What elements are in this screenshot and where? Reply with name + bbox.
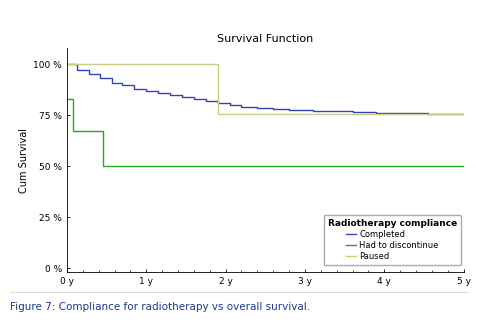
Completed xyxy=(286,108,292,112)
Completed xyxy=(120,82,125,86)
Completed xyxy=(75,68,80,72)
Paused xyxy=(215,62,220,66)
Completed xyxy=(203,99,208,103)
Completed xyxy=(310,108,316,112)
Title: Survival Function: Survival Function xyxy=(217,34,314,44)
Had to discontinue xyxy=(100,164,106,168)
Completed xyxy=(98,72,103,76)
Had to discontinue xyxy=(461,164,467,168)
Had to discontinue xyxy=(70,129,76,133)
Had to discontinue xyxy=(131,164,137,168)
Completed xyxy=(143,87,149,91)
Paused xyxy=(64,62,70,66)
Completed xyxy=(120,81,125,84)
Completed xyxy=(109,81,115,84)
Text: Figure 7: Compliance for radiotherapy vs overall survival.: Figure 7: Compliance for radiotherapy vs… xyxy=(10,302,310,312)
Completed xyxy=(131,87,137,91)
Paused xyxy=(461,112,467,116)
Completed xyxy=(425,111,431,115)
Completed xyxy=(86,68,92,72)
Completed xyxy=(179,93,185,97)
Completed xyxy=(239,105,244,109)
Completed xyxy=(191,95,197,99)
Line: Had to discontinue: Had to discontinue xyxy=(67,99,464,166)
Had to discontinue xyxy=(64,97,70,101)
Completed xyxy=(227,103,232,107)
Line: Completed: Completed xyxy=(67,64,464,114)
Line: Paused: Paused xyxy=(67,64,464,114)
Completed xyxy=(191,97,197,101)
Completed xyxy=(131,82,137,86)
Completed xyxy=(86,72,92,76)
Completed xyxy=(203,97,208,101)
Completed xyxy=(254,106,260,110)
Completed xyxy=(143,89,149,93)
Completed xyxy=(405,111,411,115)
Had to discontinue xyxy=(70,97,76,101)
Completed xyxy=(167,93,173,97)
Completed xyxy=(239,103,244,107)
Completed xyxy=(350,109,356,113)
Completed xyxy=(373,110,379,114)
Completed xyxy=(425,112,431,115)
Completed xyxy=(215,99,220,103)
Completed xyxy=(167,91,173,95)
Completed xyxy=(215,101,220,105)
Had to discontinue xyxy=(64,97,70,101)
Completed xyxy=(461,112,467,115)
Completed xyxy=(286,107,292,111)
Paused xyxy=(215,112,220,116)
Completed xyxy=(254,105,260,109)
Y-axis label: Cum Survival: Cum Survival xyxy=(19,128,29,192)
Legend: Completed, Had to discontinue, Paused: Completed, Had to discontinue, Paused xyxy=(324,215,461,265)
Completed xyxy=(227,101,232,105)
Completed xyxy=(75,62,80,66)
Completed xyxy=(271,106,276,110)
Completed xyxy=(155,91,161,95)
Had to discontinue xyxy=(100,129,106,133)
Completed xyxy=(98,77,103,81)
Completed xyxy=(179,95,185,99)
Completed xyxy=(64,62,70,66)
Completed xyxy=(109,77,115,81)
Had to discontinue xyxy=(131,164,137,168)
Completed xyxy=(350,110,356,114)
Completed xyxy=(310,109,316,113)
Completed xyxy=(373,111,379,115)
Completed xyxy=(271,107,276,111)
Completed xyxy=(155,89,161,93)
Completed xyxy=(405,111,411,115)
